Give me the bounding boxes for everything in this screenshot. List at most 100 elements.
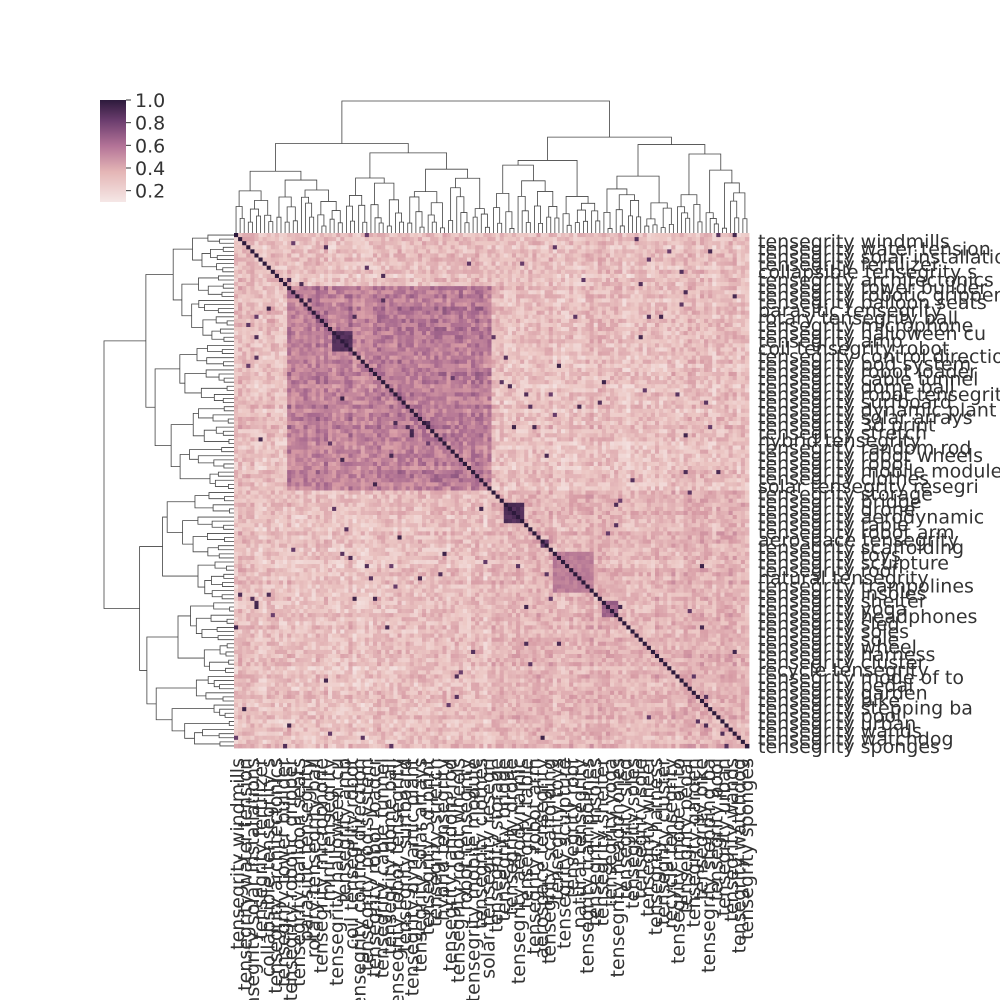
- heatmap-cell: [270, 290, 276, 295]
- heatmap-cell: [720, 343, 725, 348]
- heatmap-cell: [663, 331, 668, 336]
- heatmap-cell: [712, 302, 717, 307]
- heatmap-cell: [295, 314, 300, 320]
- heatmap-cell: [344, 245, 349, 250]
- heatmap-cell: [385, 380, 390, 385]
- heatmap-cell: [552, 241, 558, 246]
- heatmap-cell: [556, 273, 562, 279]
- heatmap-cell: [736, 314, 742, 320]
- heatmap-cell: [503, 257, 509, 263]
- heatmap-cell: [299, 249, 304, 254]
- heatmap-cell: [622, 298, 627, 303]
- heatmap-cell: [610, 367, 615, 373]
- heatmap-cell: [372, 265, 378, 271]
- heatmap-cell: [364, 359, 370, 365]
- heatmap-cell: [724, 327, 729, 332]
- heatmap-cell: [634, 249, 640, 254]
- heatmap-cell: [708, 290, 713, 295]
- heatmap-cell: [372, 371, 378, 377]
- heatmap-cell: [401, 351, 407, 357]
- heatmap-cell: [299, 257, 304, 263]
- heatmap-cell: [270, 269, 276, 275]
- dendrogram-link: [349, 195, 363, 207]
- heatmap-cell: [336, 257, 341, 263]
- heatmap-cell: [507, 277, 513, 283]
- heatmap-cell: [454, 245, 460, 250]
- heatmap-cell: [360, 245, 366, 250]
- heatmap-cell: [663, 335, 668, 340]
- heatmap-cell: [483, 306, 488, 312]
- heatmap-cell: [744, 269, 750, 275]
- heatmap-cell: [307, 347, 313, 352]
- heatmap-cell: [238, 380, 243, 385]
- heatmap-cell: [258, 359, 264, 365]
- heatmap-cell: [732, 371, 738, 377]
- heatmap-cell: [724, 347, 729, 352]
- heatmap-cell: [716, 339, 721, 344]
- heatmap-cell: [704, 339, 709, 344]
- heatmap-cell: [614, 282, 619, 287]
- heatmap-cell: [577, 265, 582, 271]
- heatmap-cell: [528, 314, 533, 320]
- heatmap-cell: [250, 249, 255, 254]
- heatmap-cell: [462, 343, 468, 348]
- heatmap-cell: [503, 302, 509, 307]
- heatmap-cell: [634, 335, 640, 340]
- heatmap-cell: [413, 314, 419, 320]
- heatmap-cell: [556, 322, 562, 328]
- heatmap-cell: [336, 359, 341, 365]
- heatmap-cell: [352, 237, 358, 242]
- heatmap-cell: [560, 261, 566, 267]
- heatmap-cell: [650, 294, 656, 299]
- dendrogram-link: [213, 704, 234, 713]
- heatmap-cell: [704, 376, 709, 381]
- heatmap-cell: [630, 269, 635, 275]
- heatmap-cell: [556, 359, 562, 365]
- heatmap-cell: [274, 253, 280, 258]
- heatmap-cell: [728, 261, 734, 267]
- heatmap-cell: [679, 273, 685, 279]
- heatmap-cell: [642, 302, 648, 307]
- heatmap-cell: [516, 310, 521, 316]
- heatmap-cell: [626, 310, 631, 316]
- dendrogram-link: [341, 100, 610, 144]
- heatmap-cell: [401, 327, 407, 332]
- heatmap-cell: [385, 257, 390, 263]
- heatmap-cell: [597, 269, 603, 275]
- heatmap-cell: [356, 347, 362, 352]
- heatmap-cell: [667, 273, 672, 279]
- heatmap-cell: [630, 249, 635, 254]
- heatmap-cell: [712, 351, 717, 357]
- heatmap-cell: [740, 233, 746, 238]
- heatmap-cell: [659, 277, 664, 283]
- heatmap-cell: [471, 249, 476, 254]
- heatmap-cell: [450, 363, 456, 369]
- heatmap-cell: [528, 351, 533, 357]
- heatmap-cell: [532, 343, 537, 348]
- heatmap-cell: [397, 277, 402, 283]
- heatmap-cell: [577, 282, 582, 287]
- colorbar-ticks: 1.00.80.60.40.2: [126, 90, 165, 203]
- heatmap-cell: [524, 241, 529, 246]
- heatmap-cell: [638, 257, 644, 263]
- heatmap-cell: [548, 343, 554, 348]
- heatmap-cell: [520, 359, 525, 365]
- heatmap-cell: [315, 314, 321, 320]
- heatmap-cell: [597, 265, 603, 271]
- heatmap-cell: [581, 306, 586, 312]
- heatmap-cell: [634, 273, 640, 279]
- heatmap-cell: [593, 277, 599, 283]
- heatmap-cell: [744, 363, 750, 369]
- heatmap-cell: [278, 314, 284, 320]
- heatmap-cell: [348, 298, 353, 303]
- heatmap-cell: [434, 237, 439, 242]
- dendrogram-link: [329, 218, 335, 233]
- heatmap-cell: [303, 355, 308, 361]
- heatmap-cell: [536, 306, 541, 312]
- heatmap-cell: [389, 351, 394, 357]
- heatmap-cell: [589, 273, 595, 279]
- heatmap-cell: [520, 277, 525, 283]
- heatmap-cell: [291, 253, 296, 258]
- heatmap-cell: [397, 351, 402, 357]
- heatmap-cell: [552, 233, 558, 238]
